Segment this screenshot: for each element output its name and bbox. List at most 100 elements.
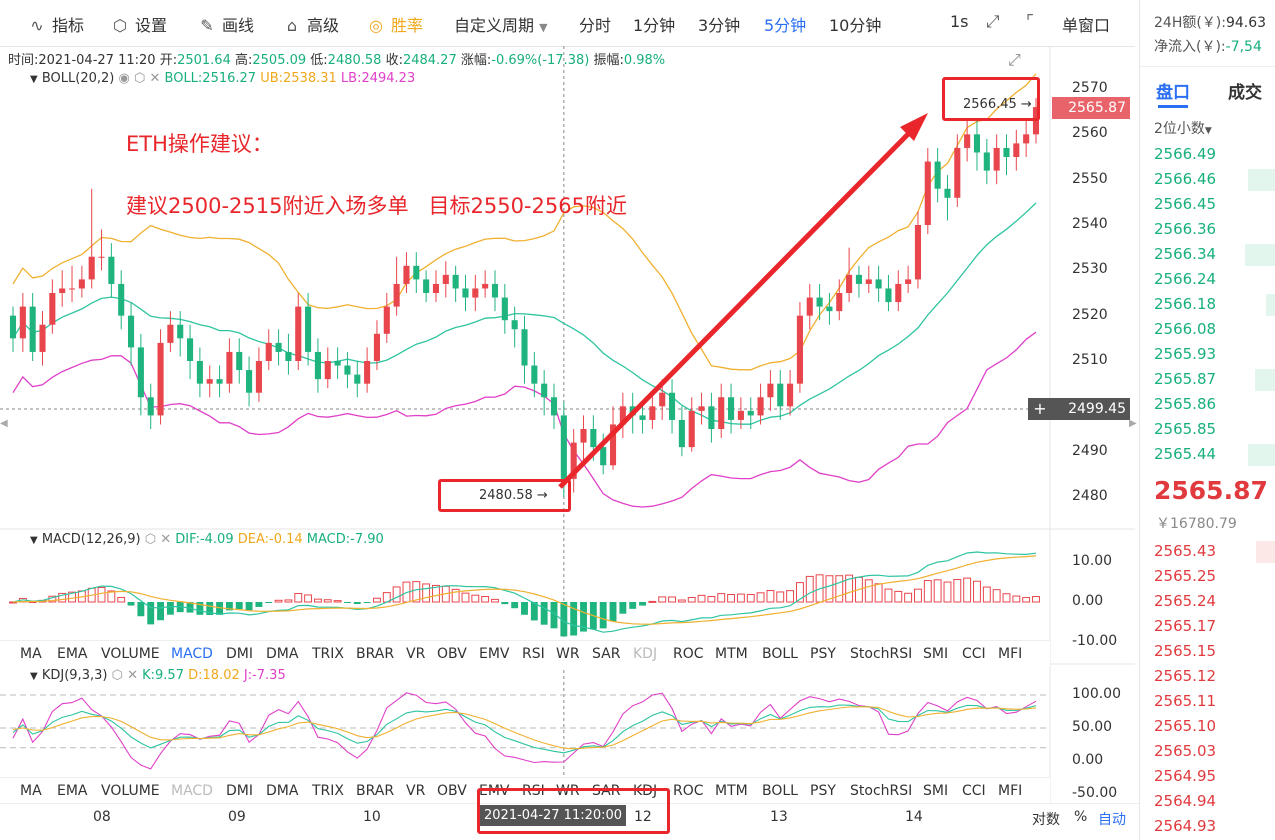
- indicator-tab-cci[interactable]: CCI: [962, 646, 986, 662]
- indicator-tab-mfi[interactable]: MFI: [998, 783, 1023, 799]
- indicator-tab-brar[interactable]: BRAR: [356, 646, 395, 662]
- indicator-tab-obv[interactable]: OBV: [437, 783, 467, 799]
- ask-price-row[interactable]: 2566.49: [1154, 145, 1217, 163]
- chart-canvas[interactable]: [0, 46, 1139, 840]
- indicator-tab-volume[interactable]: VOLUME: [101, 783, 160, 799]
- ask-price-row[interactable]: 2565.86: [1154, 395, 1217, 413]
- period-10min[interactable]: 10分钟: [829, 16, 882, 35]
- tab-trades[interactable]: 成交: [1228, 83, 1262, 103]
- indicator-tab-volume[interactable]: VOLUME: [101, 646, 160, 662]
- bid-price-row[interactable]: 2565.24: [1154, 592, 1217, 610]
- bid-price-row[interactable]: 2565.17: [1154, 617, 1217, 635]
- ask-price-row[interactable]: 2566.36: [1154, 220, 1217, 238]
- indicator-tab-smi[interactable]: SMI: [923, 646, 949, 662]
- indicator-tab-sar[interactable]: SAR: [592, 783, 621, 799]
- interval-selector[interactable]: 1s: [950, 12, 969, 31]
- expand-icon[interactable]: ⤢: [1008, 50, 1021, 69]
- left-collapse-arrow[interactable]: ◀: [0, 418, 8, 429]
- indicator-tab-roc[interactable]: ROC: [673, 646, 704, 662]
- close-icon[interactable]: ✕: [149, 71, 161, 86]
- indicator-tab-psy[interactable]: PSY: [810, 783, 836, 799]
- indicator-tab-ma[interactable]: MA: [20, 646, 42, 662]
- bid-price-row[interactable]: 2565.43: [1154, 542, 1217, 560]
- indicator-tab-obv[interactable]: OBV: [437, 646, 467, 662]
- indicator-tab-mtm[interactable]: MTM: [715, 646, 748, 662]
- toolbar-pencil-button[interactable]: ✎ 画线: [198, 12, 254, 36]
- fullscreen-icon[interactable]: ⤢: [986, 12, 1000, 32]
- indicator-tab-emv[interactable]: EMV: [479, 783, 510, 799]
- indicator-tab-sar[interactable]: SAR: [592, 646, 621, 662]
- indicator-tab-stochrsi[interactable]: StochRSI: [850, 646, 913, 662]
- toolbar-line-chart-button[interactable]: ∿ 指标: [28, 12, 84, 36]
- indicator-tab-psy[interactable]: PSY: [810, 646, 836, 662]
- tab-order-book[interactable]: 盘口: [1156, 83, 1190, 103]
- indicator-tab-macd[interactable]: MACD: [171, 646, 213, 662]
- bid-price-row[interactable]: 2565.11: [1154, 692, 1217, 710]
- indicator-tab-dma[interactable]: DMA: [266, 783, 299, 799]
- precision-dropdown[interactable]: 2位小数▼: [1154, 118, 1212, 138]
- settings-icon[interactable]: ⬡: [111, 668, 123, 683]
- right-collapse-arrow[interactable]: ▶: [1129, 418, 1137, 429]
- indicator-tab-rsi[interactable]: RSI: [522, 783, 545, 799]
- indicator-tab-ema[interactable]: EMA: [57, 646, 88, 662]
- bid-price-row[interactable]: 2564.95: [1154, 767, 1217, 785]
- indicator-tab-roc[interactable]: ROC: [673, 783, 704, 799]
- indicator-tab-emv[interactable]: EMV: [479, 646, 510, 662]
- indicator-tab-dmi[interactable]: DMI: [226, 783, 253, 799]
- indicator-tab-dma[interactable]: DMA: [266, 646, 299, 662]
- bid-price-row[interactable]: 2564.93: [1154, 817, 1217, 835]
- ask-price-row[interactable]: 2565.93: [1154, 345, 1217, 363]
- indicator-tab-kdj[interactable]: KDJ: [633, 783, 658, 799]
- ask-price-row[interactable]: 2566.34: [1154, 245, 1217, 263]
- ask-price-row[interactable]: 2565.85: [1154, 420, 1217, 438]
- collapse-icon[interactable]: ▼: [30, 535, 38, 546]
- indicator-tab-brar[interactable]: BRAR: [356, 783, 395, 799]
- indicator-tab-ma[interactable]: MA: [20, 783, 42, 799]
- close-icon[interactable]: ✕: [160, 532, 172, 547]
- bid-price-row[interactable]: 2564.94: [1154, 792, 1217, 810]
- settings-icon[interactable]: ⬡: [133, 71, 146, 86]
- ask-price-row[interactable]: 2566.45: [1154, 195, 1217, 213]
- indicator-tab-mfi[interactable]: MFI: [998, 646, 1023, 662]
- indicator-tab-ema[interactable]: EMA: [57, 783, 88, 799]
- window-mode-button[interactable]: 单窗口: [1062, 16, 1111, 35]
- toolbar-coin-button[interactable]: ◎ 胜率: [367, 12, 423, 36]
- indicator-tab-boll[interactable]: BOLL: [762, 646, 798, 662]
- indicator-tab-dmi[interactable]: DMI: [226, 646, 253, 662]
- indicator-tab-macd[interactable]: MACD: [171, 783, 213, 799]
- eye-icon[interactable]: ◉: [118, 71, 130, 86]
- bid-price-row[interactable]: 2565.10: [1154, 717, 1217, 735]
- ask-price-row[interactable]: 2566.18: [1154, 295, 1217, 313]
- indicator-tab-vr[interactable]: VR: [406, 646, 426, 662]
- indicator-tab-wr[interactable]: WR: [556, 646, 580, 662]
- screenshot-icon[interactable]: ⌜: [1026, 12, 1034, 32]
- ask-price-row[interactable]: 2566.24: [1154, 270, 1217, 288]
- indicator-tab-boll[interactable]: BOLL: [762, 783, 798, 799]
- add-line-button[interactable]: +: [1028, 398, 1052, 420]
- bid-price-row[interactable]: 2565.03: [1154, 742, 1217, 760]
- indicator-tab-cci[interactable]: CCI: [962, 783, 986, 799]
- percent-scale-toggle[interactable]: %: [1074, 809, 1088, 825]
- indicator-tab-wr[interactable]: WR: [556, 783, 580, 799]
- close-icon[interactable]: ✕: [127, 668, 138, 683]
- indicator-tab-mtm[interactable]: MTM: [715, 783, 748, 799]
- indicator-tab-vr[interactable]: VR: [406, 783, 426, 799]
- indicator-tab-smi[interactable]: SMI: [923, 783, 949, 799]
- bid-price-row[interactable]: 2565.25: [1154, 567, 1217, 585]
- bid-price-row[interactable]: 2565.15: [1154, 642, 1217, 660]
- period-timeline[interactable]: 分时: [579, 16, 612, 35]
- indicator-tab-stochrsi[interactable]: StochRSI: [850, 783, 913, 799]
- collapse-icon[interactable]: ▼: [30, 671, 38, 682]
- log-scale-toggle[interactable]: 对数: [1032, 812, 1060, 828]
- indicator-tab-kdj[interactable]: KDJ: [633, 646, 658, 662]
- ask-price-row[interactable]: 2565.87: [1154, 370, 1217, 388]
- indicator-tab-trix[interactable]: TRIX: [312, 646, 344, 662]
- ask-price-row[interactable]: 2566.46: [1154, 170, 1217, 188]
- indicator-tab-trix[interactable]: TRIX: [312, 783, 344, 799]
- period-1min[interactable]: 1分钟: [633, 16, 676, 35]
- ask-price-row[interactable]: 2566.08: [1154, 320, 1217, 338]
- ask-price-row[interactable]: 2565.44: [1154, 445, 1217, 463]
- auto-scale-toggle[interactable]: 自动: [1098, 812, 1126, 828]
- collapse-icon[interactable]: ▼: [30, 74, 38, 85]
- period-3min[interactable]: 3分钟: [698, 16, 741, 35]
